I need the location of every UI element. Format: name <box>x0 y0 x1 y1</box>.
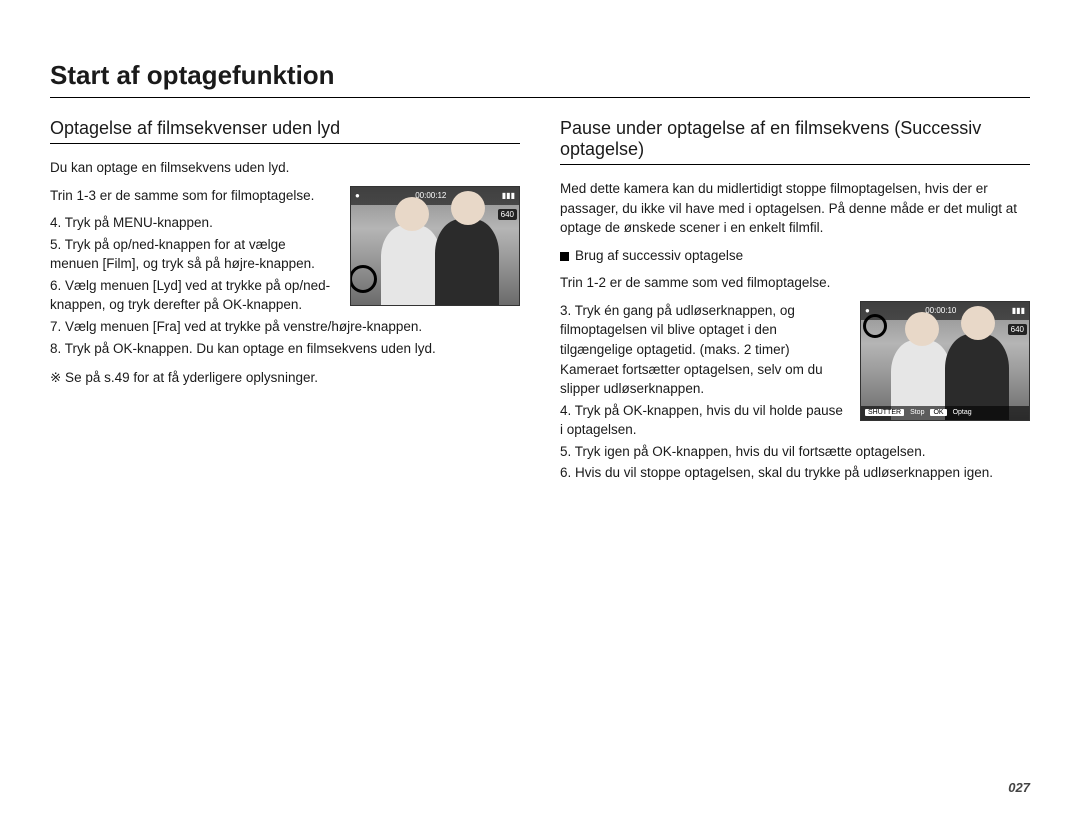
right-camera-screenshot: ● 00:00:10 ▮▮▮ 640 SHUTTER Stop OK Optag <box>860 301 1030 421</box>
left-step-8: 8. Tryk på OK-knappen. Du kan optage en … <box>50 339 520 359</box>
bot-stop-label: Stop <box>910 409 924 416</box>
shot-person-bride <box>381 225 441 305</box>
battery-icon: ▮▮▮ <box>502 191 515 200</box>
bot-rec-label: Optag <box>953 409 972 416</box>
right-bullet: Brug af successiv optagelse <box>560 246 1030 266</box>
shutter-tag: SHUTTER <box>865 409 904 416</box>
shot-bottombar: SHUTTER Stop OK Optag <box>861 406 1029 420</box>
left-section-divider <box>50 143 520 144</box>
shot-topbar: ● 00:00:10 ▮▮▮ <box>861 302 1029 320</box>
rec-dot-icon: ● <box>355 191 360 200</box>
page-number: 027 <box>1008 780 1030 795</box>
left-footnote: ※ Se på s.49 for at få yderligere oplysn… <box>50 368 520 388</box>
left-step-7: 7. Vælg menuen [Fra] ved at trykke på ve… <box>50 317 520 337</box>
left-camera-screenshot: ● 00:00:12 ▮▮▮ 640 <box>350 186 520 306</box>
right-intro: Med dette kamera kan du midlertidigt sto… <box>560 179 1030 238</box>
left-step-5: 5. Tryk på op/ned-knappen for at vælge m… <box>50 235 336 274</box>
highlight-circle-icon <box>350 265 377 293</box>
content-columns: Optagelse af filmsekvenser uden lyd Du k… <box>50 118 1030 485</box>
square-bullet-icon <box>560 252 569 261</box>
left-column: Optagelse af filmsekvenser uden lyd Du k… <box>50 118 520 485</box>
left-step-6: 6. Vælg menuen [Lyd] ved at trykke på op… <box>50 276 336 315</box>
highlight-circle-icon <box>863 314 887 338</box>
shot-person-groom <box>435 219 499 305</box>
left-block-with-image: Trin 1-3 er de samme som for filmoptagel… <box>50 186 520 317</box>
shot-topbar: ● 00:00:12 ▮▮▮ <box>351 187 519 205</box>
right-bullet-text: Brug af successiv optagelse <box>575 248 743 263</box>
right-section-divider <box>560 164 1030 165</box>
right-block-with-image: 3. Tryk én gang på udløserknappen, og fi… <box>560 301 1030 442</box>
right-column: Pause under optagelse af en filmsekvens … <box>560 118 1030 485</box>
left-section-title: Optagelse af filmsekvenser uden lyd <box>50 118 520 139</box>
rec-dot-icon: ● <box>865 306 870 315</box>
left-step-4: 4. Tryk på MENU-knappen. <box>50 213 336 233</box>
page-title: Start af optagefunktion <box>50 60 1030 91</box>
ok-tag: OK <box>930 409 946 416</box>
left-intro: Du kan optage en filmsekvens uden lyd. <box>50 158 520 178</box>
right-step-4: 4. Tryk på OK-knappen, hvis du vil holde… <box>560 401 846 440</box>
battery-icon: ▮▮▮ <box>1012 306 1025 315</box>
right-section-title: Pause under optagelse af en filmsekvens … <box>560 118 1030 160</box>
right-step-3: 3. Tryk én gang på udløserknappen, og fi… <box>560 301 846 399</box>
shot-subjects <box>371 217 509 305</box>
title-divider <box>50 97 1030 98</box>
right-pre-steps: Trin 1-2 er de samme som ved filmoptagel… <box>560 273 1030 293</box>
right-step-6: 6. Hvis du vil stoppe optagelsen, skal d… <box>560 463 1030 483</box>
left-pre-steps: Trin 1-3 er de samme som for filmoptagel… <box>50 186 336 206</box>
right-step-5: 5. Tryk igen på OK-knappen, hvis du vil … <box>560 442 1030 462</box>
